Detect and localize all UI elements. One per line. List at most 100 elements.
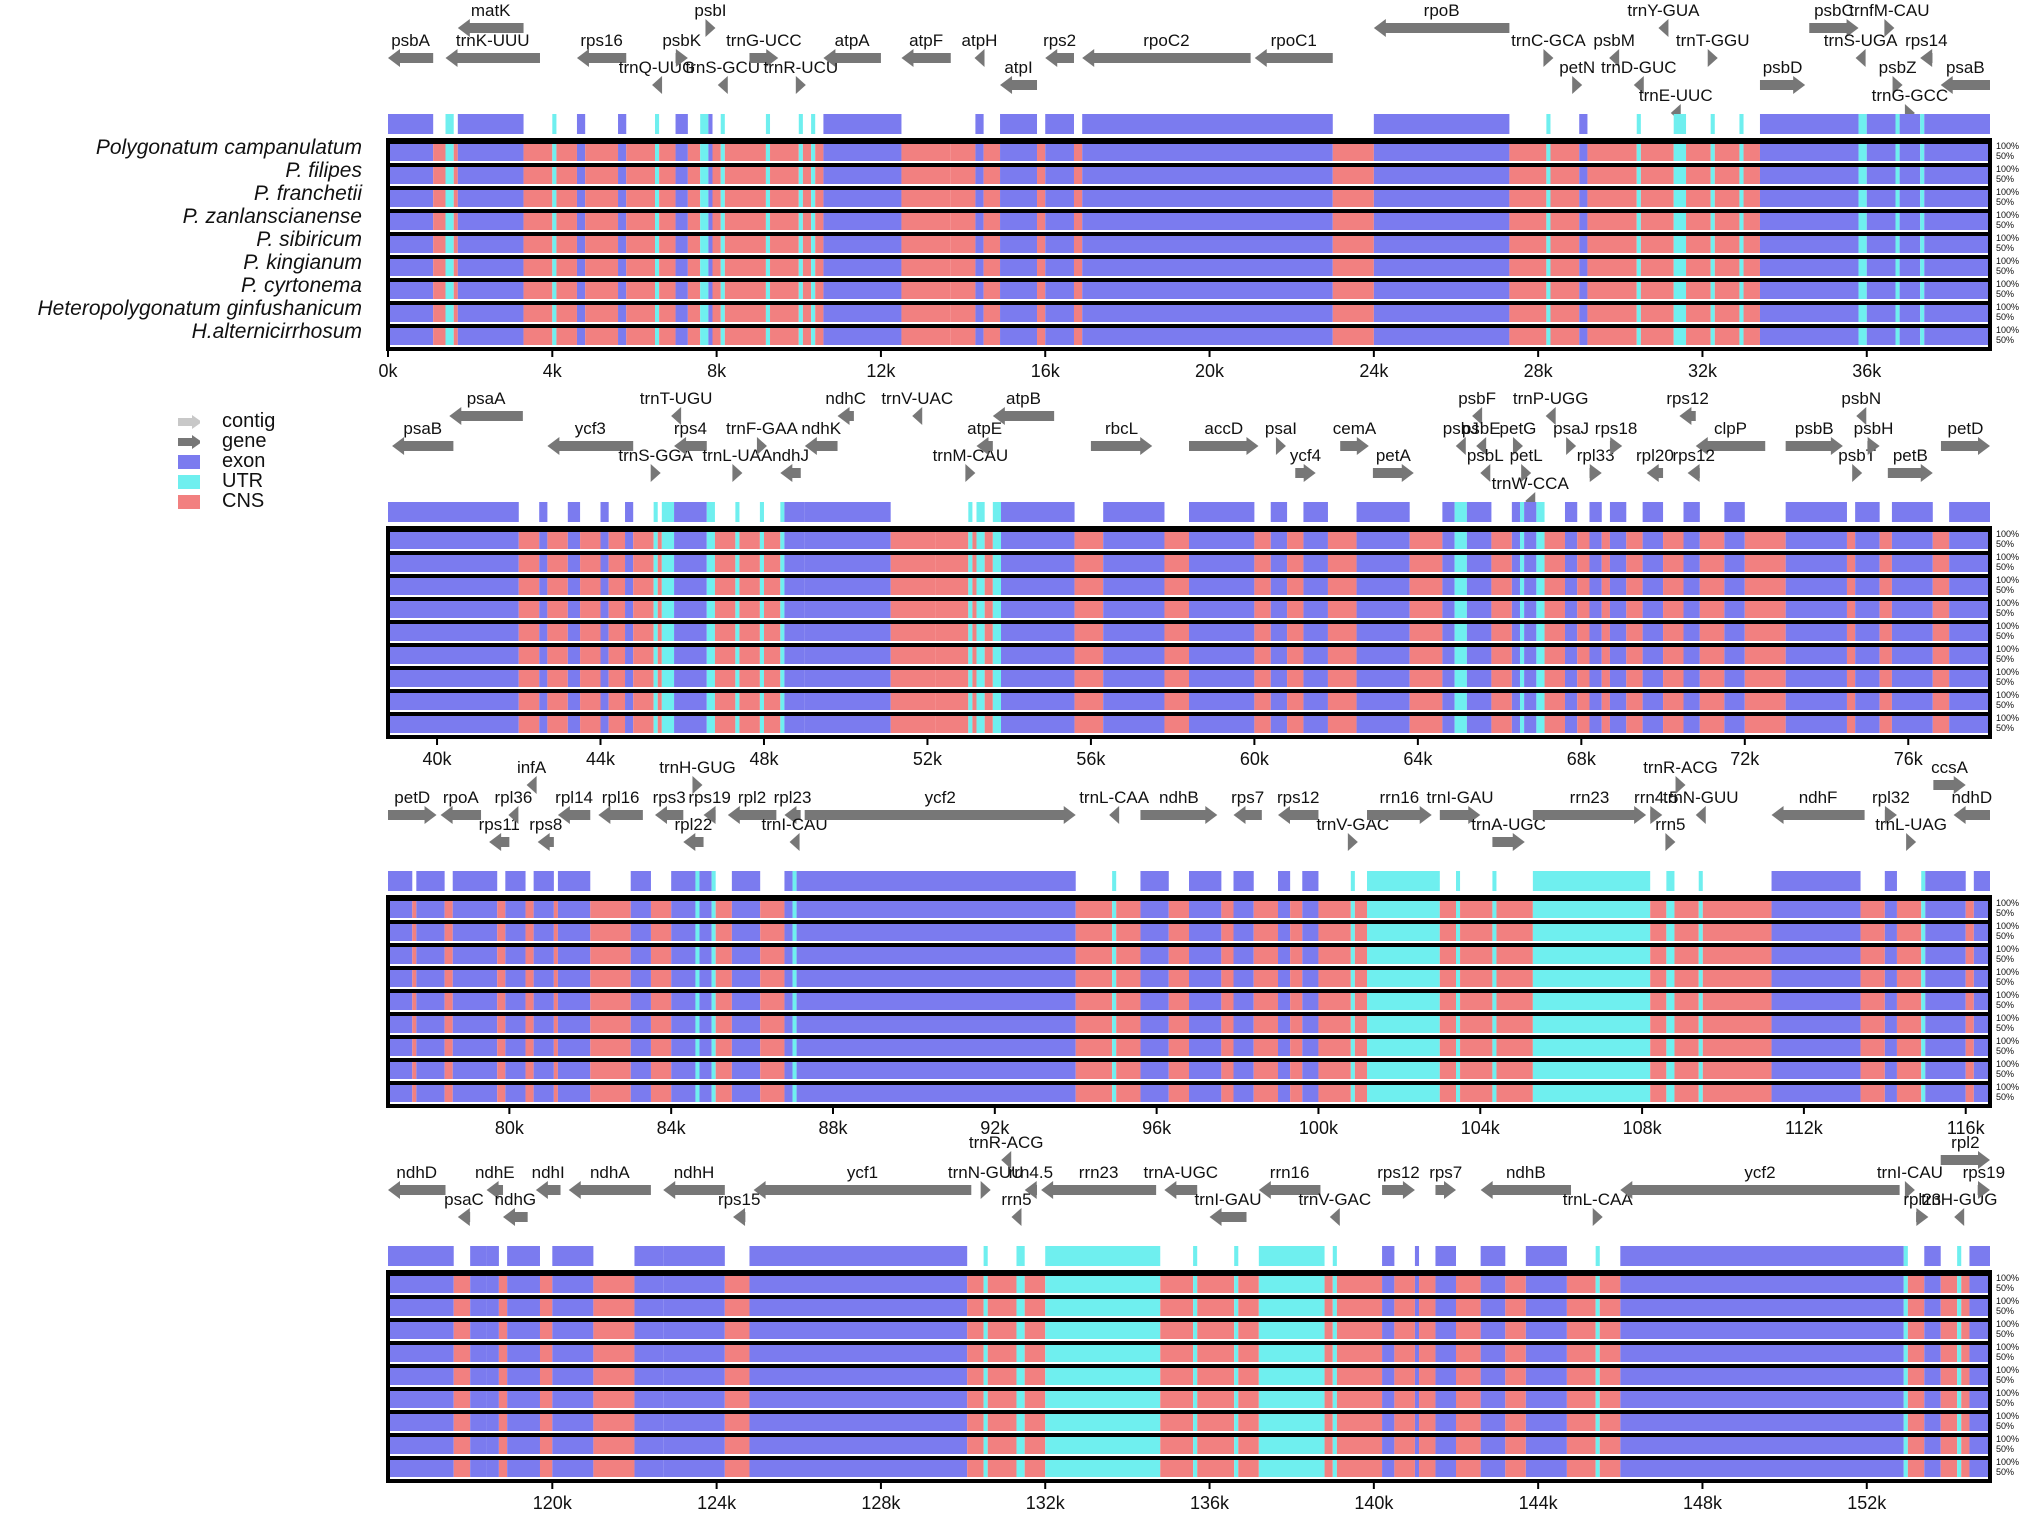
conservation-fill (706, 531, 715, 549)
conservation-fill (1000, 327, 1038, 345)
conservation-fill (1550, 327, 1580, 345)
conservation-fill (618, 212, 627, 230)
conservation-fill (1354, 900, 1367, 918)
gene-label: rpoC2 (1143, 31, 1189, 50)
conservation-fill (708, 281, 713, 299)
conservation-fill (1505, 1436, 1526, 1454)
conservation-fill (1759, 258, 1859, 276)
gene-arrow (1090, 437, 1153, 455)
conservation-fill (650, 923, 672, 941)
percent-label: 50% (1996, 562, 2014, 572)
conservation-fill (1414, 1367, 1420, 1385)
conservation-fill (1566, 1436, 1596, 1454)
conservation-fill (1160, 1321, 1194, 1339)
conservation-fill (539, 1459, 553, 1477)
conservation-fill (1879, 577, 1892, 595)
percent-label: 100% (1996, 713, 2019, 723)
gene-arrow (1609, 49, 1620, 67)
conservation-fill (1564, 600, 1578, 618)
conservation-fill (1238, 1275, 1259, 1293)
conservation-fill (1116, 1038, 1141, 1056)
gene-label: rpl23 (774, 788, 812, 807)
axis-tick-label: 4k (543, 361, 563, 381)
region-strip (1866, 114, 1896, 134)
conservation-fill (1116, 900, 1141, 918)
conservation-fill (590, 923, 631, 941)
conservation-fill (1074, 646, 1104, 664)
conservation-fill (650, 969, 672, 987)
conservation-fill (1074, 623, 1104, 641)
conservation-fill (1663, 692, 1684, 710)
conservation-fill (760, 923, 785, 941)
percent-label: 100% (1996, 1342, 2019, 1352)
conservation-fill (1024, 1321, 1046, 1339)
conservation-fill (1287, 669, 1304, 687)
conservation-fill (784, 715, 805, 733)
conservation-fill (1686, 304, 1711, 322)
conservation-fill (1238, 1436, 1259, 1454)
conservation-fill (1435, 1390, 1456, 1408)
conservation-fill (1686, 327, 1711, 345)
conservation-fill (625, 600, 634, 618)
conservation-fill (1564, 646, 1578, 664)
gene-arrow (1367, 806, 1432, 824)
conservation-fill (706, 646, 715, 664)
conservation-fill (1394, 1390, 1415, 1408)
conservation-fill (1724, 692, 1745, 710)
conservation-fill (968, 554, 973, 572)
conservation-fill (1103, 715, 1165, 733)
conservation-fill (1350, 900, 1355, 918)
conservation-fill (412, 923, 417, 941)
conservation-fill (1673, 281, 1687, 299)
conservation-fill (708, 166, 713, 184)
gene-arrow (1329, 1208, 1340, 1226)
conservation-fill (1860, 1015, 1885, 1033)
conservation-fill (796, 1084, 1076, 1102)
conservation-fill (695, 1038, 700, 1056)
conservation-fill (1579, 143, 1588, 161)
conservation-fill (967, 1367, 984, 1385)
conservation-fill (1324, 1436, 1333, 1454)
conservation-fill (984, 554, 993, 572)
conservation-fill (630, 969, 651, 987)
percent-label: 100% (1996, 141, 2019, 151)
gene-label: cemA (1333, 419, 1377, 438)
conservation-fill (671, 900, 696, 918)
conservation-fill (675, 258, 688, 276)
conservation-fill (650, 900, 672, 918)
percent-label: 50% (1996, 585, 2014, 595)
conservation-fill (1466, 554, 1492, 572)
gene-arrow (655, 806, 684, 824)
conservation-fill (1785, 715, 1847, 733)
conservation-fill (1373, 258, 1510, 276)
axis-tick-label: 148k (1683, 1493, 1723, 1513)
conservation-fill (770, 327, 799, 345)
conservation-fill (445, 235, 454, 253)
conservation-fill (539, 1390, 553, 1408)
percent-label: 100% (1996, 1411, 2019, 1421)
conservation-fill (1082, 304, 1333, 322)
gene-arrow (823, 49, 881, 67)
conservation-fill (507, 1321, 540, 1339)
conservation-fill (695, 992, 700, 1010)
region-strip (1698, 871, 1703, 891)
conservation-fill (1895, 166, 1900, 184)
conservation-fill (1924, 143, 1990, 161)
conservation-fill (445, 189, 454, 207)
axis-tick-label: 96k (1142, 1118, 1172, 1138)
conservation-fill (901, 327, 951, 345)
gene-label: petB (1893, 446, 1928, 465)
conservation-fill (1620, 1390, 1904, 1408)
conservation-fill (1016, 1390, 1025, 1408)
conservation-fill (1074, 531, 1104, 549)
conservation-fill (1000, 166, 1038, 184)
gene-label: rrn4.5 (1634, 788, 1678, 807)
conservation-fill (1744, 715, 1786, 733)
conservation-fill (1189, 969, 1222, 987)
conservation-fill (608, 669, 626, 687)
conservation-fill (1116, 946, 1141, 964)
gene-arrow (1372, 464, 1414, 482)
conservation-fill (1866, 212, 1896, 230)
conservation-fill (1045, 281, 1074, 299)
conservation-fill (533, 969, 554, 987)
